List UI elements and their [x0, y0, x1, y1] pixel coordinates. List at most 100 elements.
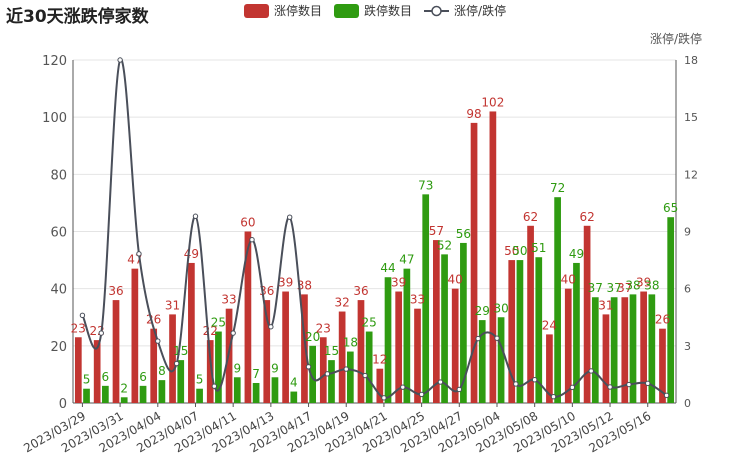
data-label-limit-up: 62 — [523, 210, 538, 224]
legend-item-ratio[interactable]: 涨停/跌停 — [424, 2, 506, 19]
ratio-point — [569, 384, 576, 391]
data-label-limit-down: 51 — [531, 241, 546, 255]
bar-limit-up — [395, 291, 403, 403]
data-label-limit-down: 30 — [493, 301, 508, 315]
bar-limit-up — [188, 262, 195, 403]
data-label-limit-down: 6 — [102, 370, 110, 384]
data-label-limit-up: 98 — [466, 107, 481, 121]
data-label-limit-up: 39 — [636, 276, 651, 290]
bar-limit-down — [667, 217, 675, 403]
bar-limit-down — [573, 262, 580, 403]
data-label-limit-down: 65 — [663, 201, 678, 215]
legend-swatch-limit-down — [334, 3, 360, 18]
legend: 涨停数目 跌停数目 涨停/跌停 — [244, 2, 518, 19]
data-label-limit-up: 36 — [108, 284, 123, 298]
legend-item-limit-up[interactable]: 涨停数目 — [244, 2, 322, 19]
legend-swatch-ratio — [424, 5, 450, 16]
bar-limit-up — [74, 337, 82, 403]
data-label-limit-down: 5 — [83, 373, 91, 387]
y-tick-label: 120 — [42, 54, 67, 69]
data-label-limit-up: 31 — [165, 298, 180, 312]
bar-limit-up — [621, 297, 629, 403]
ratio-point — [456, 386, 462, 393]
ratio-point — [117, 57, 123, 63]
bar-limit-up — [112, 300, 120, 403]
bar-limit-up — [169, 314, 176, 403]
ratio-point — [475, 335, 481, 342]
bar-limit-down — [497, 317, 505, 403]
data-label-limit-up: 49 — [184, 247, 199, 261]
y-tick-label: 0 — [59, 397, 67, 412]
bar-limit-up — [93, 340, 101, 403]
bar-limit-up — [150, 328, 158, 403]
ratio-point — [287, 214, 293, 220]
bar-limit-up — [282, 291, 289, 403]
bar-limit-up — [527, 225, 534, 403]
data-label-limit-up: 36 — [353, 284, 368, 298]
bar-limit-down — [365, 331, 373, 403]
data-label-limit-down: 50 — [512, 244, 527, 258]
ratio-point — [531, 377, 538, 383]
bar-limit-up — [659, 328, 666, 403]
bar-limit-up — [451, 288, 459, 403]
bar-limit-up — [301, 294, 308, 403]
ratio-point — [268, 324, 274, 330]
data-label-limit-up: 39 — [278, 276, 293, 290]
data-label-limit-down: 38 — [625, 278, 640, 292]
bar-limit-up — [263, 300, 271, 403]
data-label-limit-up: 102 — [481, 95, 504, 109]
bar-limit-down — [384, 277, 392, 403]
legend-label-ratio: 涨停/跌停 — [454, 4, 507, 18]
ratio-point — [400, 384, 406, 390]
legend-label-limit-up: 涨停数目 — [274, 4, 323, 18]
bar-limit-up — [602, 314, 610, 403]
bar-limit-down — [271, 377, 279, 403]
data-label-limit-up: 22 — [203, 324, 218, 338]
data-label-limit-up: 33 — [221, 293, 236, 307]
data-label-limit-down: 2 — [120, 381, 128, 395]
bar-limit-down — [120, 397, 128, 403]
data-label-limit-down: 44 — [380, 261, 395, 275]
data-label-limit-up: 40 — [448, 273, 463, 287]
bar-limit-up — [433, 240, 440, 403]
data-label-limit-down: 7 — [252, 367, 260, 381]
bar-limit-down — [139, 385, 147, 403]
ratio-point — [173, 360, 180, 367]
bar-limit-down — [328, 360, 335, 403]
data-label-limit-down: 5 — [196, 373, 204, 387]
y2-tick-label: 18 — [684, 54, 698, 67]
bar-limit-down — [177, 360, 185, 403]
ratio-point — [79, 312, 86, 319]
data-label-limit-down: 25 — [362, 316, 377, 330]
ratio-point — [305, 364, 312, 370]
bar-limit-up — [357, 300, 365, 403]
bar-limit-down — [252, 382, 260, 403]
bar-limit-down — [591, 297, 599, 403]
data-label-limit-down: 15 — [173, 344, 188, 358]
ratio-point — [343, 366, 349, 372]
bar-limit-down — [516, 260, 524, 403]
y-tick-label: 20 — [50, 340, 67, 355]
bar-limit-up — [583, 225, 591, 403]
bar-limit-up — [489, 111, 497, 403]
bar-limit-down — [648, 294, 656, 403]
bar-limit-down — [610, 297, 618, 403]
data-label-limit-up: 23 — [316, 321, 331, 335]
data-label-limit-down: 20 — [305, 330, 320, 344]
data-label-limit-up: 40 — [561, 273, 576, 287]
y-tick-label: 40 — [50, 283, 67, 298]
ratio-point — [550, 394, 557, 400]
ratio-point — [249, 236, 255, 243]
bar-limit-down — [460, 242, 467, 403]
bar-limit-down — [290, 391, 298, 403]
data-label-limit-down: 29 — [475, 304, 490, 318]
bar-limit-down — [403, 268, 411, 403]
y-tick-label: 100 — [42, 111, 67, 126]
legend-swatch-limit-up — [244, 3, 269, 18]
data-label-limit-down: 38 — [644, 278, 659, 292]
ratio-point — [437, 379, 444, 385]
data-label-limit-up: 39 — [391, 276, 406, 290]
legend-item-limit-down[interactable]: 跌停数目 — [334, 2, 412, 19]
ratio-point — [324, 371, 331, 377]
data-label-limit-down: 8 — [158, 364, 166, 378]
